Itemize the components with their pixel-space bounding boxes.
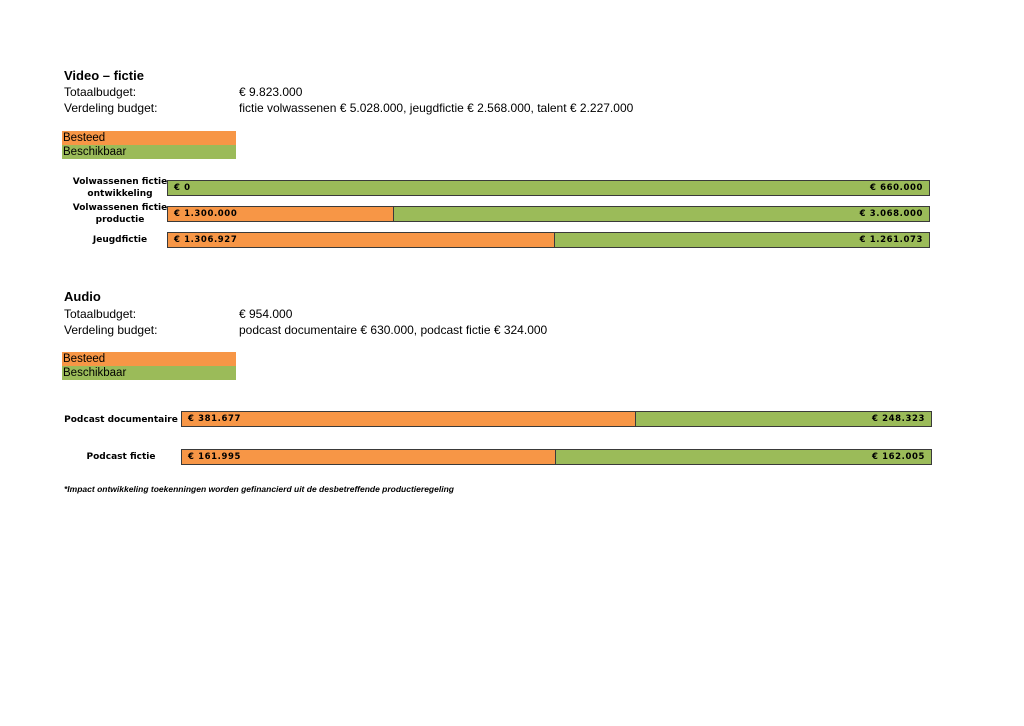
bar-segment-spent [168,233,555,247]
legend-available: Beschikbaar [62,145,236,159]
footnote: *Impact ontwikkeling toekenningen worden… [64,484,454,494]
video-split-value: fictie volwassenen € 5.028.000, jeugdfic… [239,101,634,115]
stacked-bar: € 161.995 € 162.005 [181,449,932,465]
value-label-spent: € 381.677 [188,414,241,424]
category-label: Volwassenen fictie ontwikkeling [72,177,168,199]
value-label-available: € 162.005 [872,452,925,462]
value-label-available: € 660.000 [870,183,923,193]
value-label-spent: € 161.995 [188,452,241,462]
stacked-bar: € 1.300.000 € 3.068.000 [167,206,930,222]
video-section-title: Video – fictie [64,68,144,83]
value-label-available: € 3.068.000 [859,209,923,219]
bar-segment-available [168,181,929,195]
category-label: Podcast documentaire [64,415,178,425]
bar-segment-available [636,412,931,426]
bar-segment-available [556,450,931,464]
legend-spent: Besteed [62,131,236,145]
audio-split-value: podcast documentaire € 630.000, podcast … [239,323,548,337]
category-label: Podcast fictie [86,452,156,462]
audio-section-title: Audio [64,289,101,304]
audio-total-label: Totaalbudget: [64,307,137,321]
value-label-spent: € 0 [174,183,191,193]
value-label-spent: € 1.300.000 [174,209,238,219]
audio-total-value: € 954.000 [239,307,293,321]
bar-segment-spent [168,207,394,221]
video-total-value: € 9.823.000 [239,85,303,99]
audio-split-label: Verdeling budget: [64,323,158,337]
bar-segment-available [555,233,929,247]
value-label-available: € 248.323 [872,414,925,424]
value-label-available: € 1.261.073 [859,235,923,245]
bar-segment-spent [182,412,636,426]
legend-available: Beschikbaar [62,366,236,380]
stacked-bar: € 1.306.927 € 1.261.073 [167,232,930,248]
video-split-label: Verdeling budget: [64,101,158,115]
video-total-label: Totaalbudget: [64,85,137,99]
value-label-spent: € 1.306.927 [174,235,238,245]
legend-spent: Besteed [62,352,236,366]
category-label: Jeugdfictie [92,235,148,245]
bar-segment-spent [182,450,556,464]
stacked-bar: € 381.677 € 248.323 [181,411,932,427]
stacked-bar: € 0 € 660.000 [167,180,930,196]
category-label: Volwassenen fictie productie [72,203,168,225]
bar-segment-available [394,207,929,221]
